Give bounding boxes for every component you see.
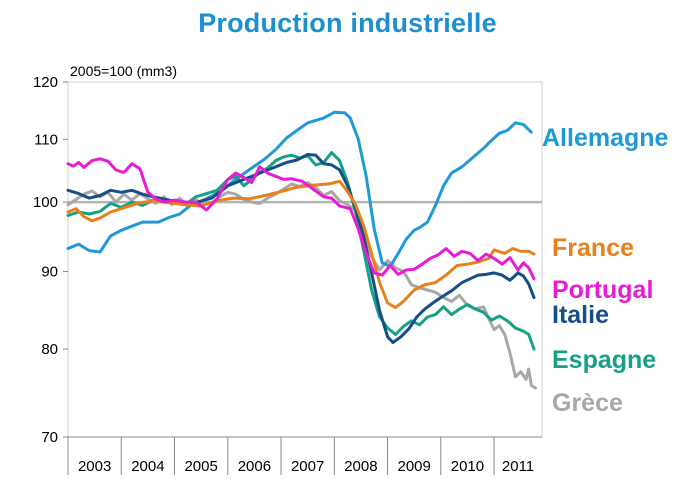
series-line-italie — [66, 153, 536, 344]
series-label-allemagne: Allemagne — [542, 124, 669, 152]
x-tick-label: 2006 — [238, 458, 271, 475]
y-tick-label: 90 — [41, 263, 58, 280]
x-tick-label: 2007 — [291, 458, 324, 475]
plot-frame — [67, 81, 543, 438]
series-label-espagne: Espagne — [552, 346, 656, 374]
series-label-france: France — [552, 234, 634, 262]
y-axis: 70 80 90 100 110 120 — [33, 74, 68, 446]
x-tick-label: 2010 — [451, 458, 484, 475]
x-tick-label: 2003 — [78, 458, 111, 475]
series-group — [66, 110, 538, 390]
series-line-portugal — [66, 157, 536, 281]
y-tick-label: 70 — [41, 429, 58, 446]
series-label-italie: Italie — [552, 301, 609, 329]
x-axis: 2003 2004 2005 2006 2007 2008 2009 2010 2011 — [67, 436, 542, 475]
series-label-portugal: Portugal — [552, 276, 653, 304]
y-tick-label: 110 — [34, 131, 58, 148]
x-tick-label: 2009 — [397, 458, 430, 475]
x-tick-label: 2005 — [184, 458, 217, 475]
y-tick-label: 120 — [33, 74, 58, 91]
x-tick-label: 2008 — [344, 458, 377, 475]
series-label-grèce: Grèce — [552, 389, 623, 417]
y-tick-label: 80 — [41, 341, 58, 358]
x-tick-label: 2011 — [502, 458, 534, 475]
series-line-grèce — [66, 181, 538, 390]
series-line-france — [66, 179, 536, 310]
x-tick-label: 2004 — [131, 458, 164, 475]
y-tick-label: 100 — [33, 194, 58, 211]
series-line-allemagne — [66, 110, 533, 268]
chart-title: Production industrielle — [198, 8, 497, 38]
y-axis-unit-label: 2005=100 (mm3) — [70, 63, 177, 79]
